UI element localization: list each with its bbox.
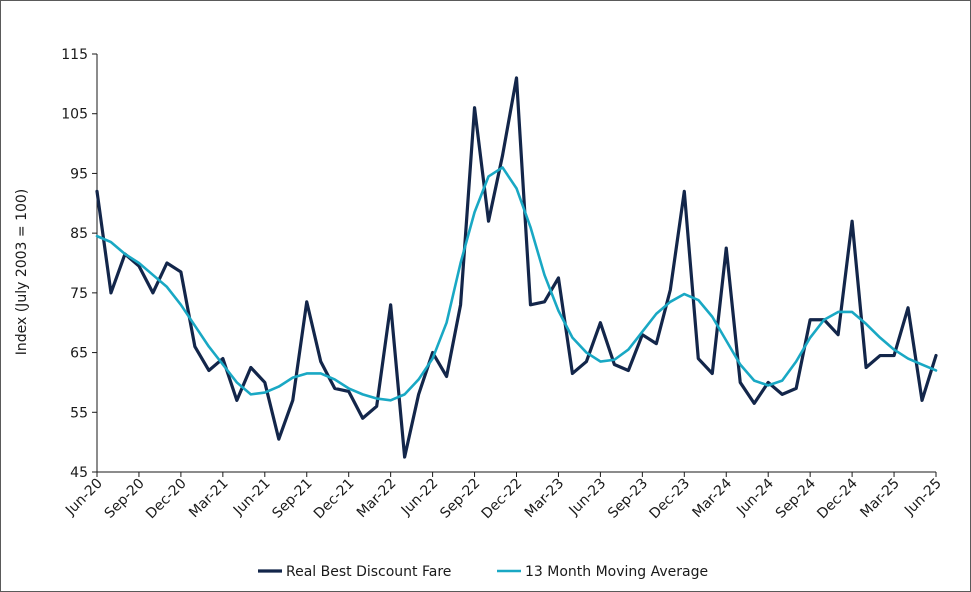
x-tick-label: Mar-22 — [354, 476, 400, 522]
x-tick-label: Mar-23 — [522, 476, 568, 522]
x-tick-label: Jun-21 — [230, 476, 274, 520]
legend: Real Best Discount Fare 13 Month Moving A… — [258, 564, 708, 580]
y-axis-label: Index (July 2003 = 100) — [14, 189, 30, 356]
x-tick-label: Jun-23 — [566, 476, 610, 520]
y-tick-label: 75 — [70, 286, 88, 302]
y-tick-label: 65 — [70, 346, 88, 362]
x-tick-label: Sep-24 — [773, 475, 819, 521]
x-tick-label: Mar-24 — [690, 475, 736, 521]
x-tick-label: Mar-21 — [186, 476, 232, 522]
x-tick-label: Sep-23 — [605, 476, 651, 522]
x-tick-label: Jun-25 — [901, 476, 945, 520]
y-tick-label: 45 — [70, 465, 88, 481]
x-tick-label: Dec-23 — [646, 476, 693, 523]
x-tick-label: Dec-21 — [311, 476, 358, 523]
series-line-13-month-moving-average — [95, 166, 938, 402]
y-tick-label: 95 — [70, 166, 88, 182]
series-lines — [95, 76, 938, 459]
series-line-real-best-discount-fare — [95, 76, 938, 459]
x-tick-label: Sep-21 — [269, 476, 315, 522]
x-tick-label: Dec-24 — [814, 475, 861, 522]
x-tick-label: Sep-22 — [437, 476, 483, 522]
y-tick-label: 85 — [70, 226, 88, 242]
x-tick-label: Jun-24 — [733, 475, 777, 519]
legend-label: Real Best Discount Fare — [286, 564, 451, 580]
x-axis-ticks: Jun-20Sep-20Dec-20Mar-21Jun-21Sep-21Dec-… — [62, 472, 945, 522]
y-tick-label: 105 — [61, 107, 88, 123]
x-tick-label: Dec-22 — [479, 476, 526, 523]
y-tick-label: 115 — [61, 47, 88, 63]
x-tick-label: Jun-22 — [398, 476, 442, 520]
x-tick-label: Mar-25 — [857, 476, 903, 522]
y-tick-label: 55 — [70, 405, 88, 421]
x-tick-label: Jun-20 — [62, 476, 106, 520]
y-axis-ticks: 45 55 65 75 85 95 105 115 — [61, 47, 97, 481]
x-tick-label: Dec-20 — [143, 476, 190, 523]
legend-label: 13 Month Moving Average — [525, 564, 708, 580]
x-tick-label: Sep-20 — [102, 476, 148, 522]
axes — [96, 54, 936, 473]
